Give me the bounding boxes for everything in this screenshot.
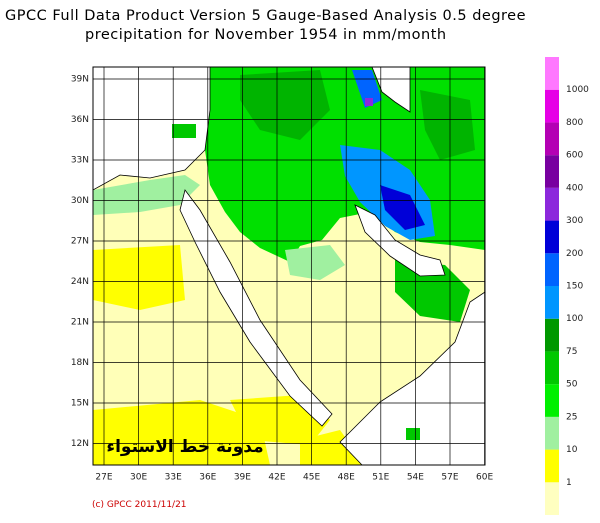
lat-label: 18N [71,358,89,368]
colorbar-swatch [545,220,559,254]
colorbar-label: 300 [566,216,583,226]
lon-label: 27E [95,473,112,483]
title-line: precipitation for November 1954 in mm/mo… [85,27,447,43]
colorbar-label: 50 [566,380,578,390]
lon-label: 54E [407,473,424,483]
lon-label: 36E [199,473,216,483]
colorbar-swatch [545,351,559,385]
colorbar-swatch [545,286,559,319]
lat-label: 30N [71,196,89,206]
region [395,260,470,322]
colorbar-label: 400 [566,183,583,193]
region [420,90,475,160]
credit: (c) GPCC 2011/11/21 [92,500,187,510]
lon-label: 48E [338,473,355,483]
lon-label: 60E [476,473,493,483]
colorbar-label: 10 [566,445,578,455]
sea [92,66,211,191]
sea [179,189,333,427]
lon-label: 30E [130,473,147,483]
colorbar: 1 10 25 50 75 100 150 200 300 400 600 800 1000 [545,57,589,515]
region [380,185,425,230]
colorbar-swatch [545,57,559,90]
region [300,430,365,465]
colorbar-label: 800 [566,118,583,128]
region [365,98,373,106]
colorbar-swatch [545,482,559,515]
lon-label: 39E [234,473,251,483]
colorbar-swatch [545,318,559,352]
colorbar-swatch [545,187,559,221]
lat-label: 15N [71,399,89,409]
colorbar-swatch [545,449,559,483]
lon-label: 45E [303,473,320,483]
colorbar-swatch [545,253,559,286]
colorbar-label: 1000 [566,85,589,95]
colorbar-label: 200 [566,249,583,259]
region [93,245,185,310]
lon-label: 42E [268,473,285,483]
lat-label: 39N [71,75,89,85]
region [352,70,382,108]
region [93,400,270,465]
colorbar-label: 600 [566,151,583,161]
lat-label: 27N [71,237,89,247]
colorbar-swatch [545,416,559,450]
colorbar-swatch [545,89,559,123]
colorbar-swatch [545,155,559,188]
colorbar-label: 150 [566,282,583,292]
lat-label: 33N [71,156,89,166]
region [172,124,196,138]
lon-label: 33E [165,473,182,483]
watermark: مدونة خط الاستواء [106,437,263,457]
lat-label: 21N [71,318,89,328]
title-line: GPCC Full Data Product Version 5 Gauge-B… [5,8,526,24]
region [285,245,345,280]
lon-label: 57E [441,473,458,483]
colorbar-label: 100 [566,314,583,324]
lat-label: 36N [71,115,89,125]
colorbar-label: 1 [566,478,572,488]
map-frame [92,66,486,466]
lon-label: 51E [372,473,389,483]
colorbar-label: 75 [566,347,577,357]
region [240,70,330,140]
colorbar-label: 25 [566,412,577,422]
colorbar-swatch [545,122,559,156]
grid: 39N 36N 33N 30N 27N 24N 21N 18N 15N 12N 27E 30E 33E 3… [71,67,493,483]
lat-label: 12N [71,439,89,449]
colorbar-swatch [545,384,559,417]
sea [354,204,446,277]
region [406,428,420,440]
precipitation-map [92,66,486,466]
lat-label: 24N [71,277,89,287]
